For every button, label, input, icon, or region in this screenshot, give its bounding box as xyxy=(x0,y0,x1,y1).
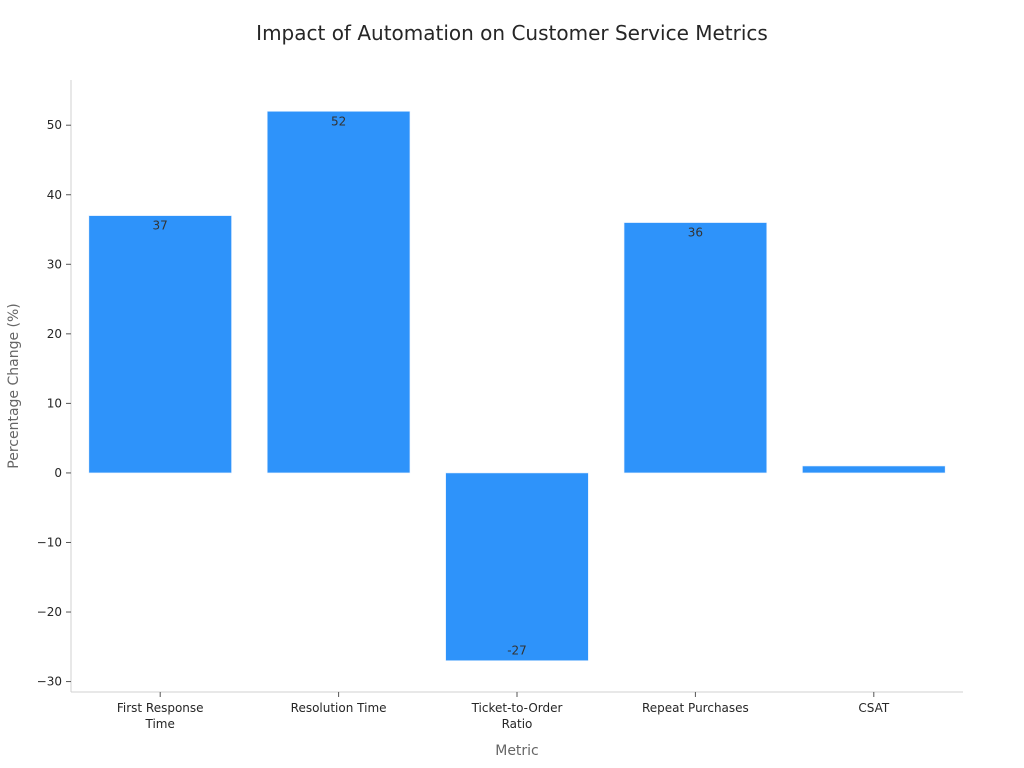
bar xyxy=(445,472,589,662)
data-label: 36 xyxy=(688,226,703,240)
chart-title: Impact of Automation on Customer Service… xyxy=(256,21,768,45)
data-label: 37 xyxy=(153,219,168,233)
bar xyxy=(266,110,411,474)
y-tick-label: 30 xyxy=(47,257,62,271)
x-tick-label: Time xyxy=(145,717,175,731)
x-tick-label: Repeat Purchases xyxy=(642,701,749,715)
y-tick-label: 20 xyxy=(47,327,62,341)
bar xyxy=(88,215,232,474)
y-axis-title: Percentage Change (%) xyxy=(6,303,22,468)
y-tick-label: 50 xyxy=(47,118,62,132)
bar xyxy=(623,222,768,474)
y-tick-label: 0 xyxy=(54,466,62,480)
x-tick-label: First Response xyxy=(117,701,204,715)
x-tick-label: Resolution Time xyxy=(291,701,387,715)
x-tick-label: Ticket-to-Order xyxy=(471,701,563,715)
data-label: -27 xyxy=(507,644,527,658)
bar xyxy=(802,465,946,474)
plot-area: −30 −20 −10 0 10 20 30 40 50 37 First Response Time… xyxy=(37,80,963,731)
y-tick-label: 10 xyxy=(47,396,62,410)
x-axis-title: Metric xyxy=(495,743,539,759)
x-tick-label: Ratio xyxy=(502,717,533,731)
y-tick-label: −20 xyxy=(37,605,62,619)
y-tick-label: −30 xyxy=(37,675,62,689)
x-tick-label: CSAT xyxy=(858,701,889,715)
y-tick-label: −10 xyxy=(37,535,62,549)
data-label: 52 xyxy=(331,114,346,128)
y-tick-label: 40 xyxy=(47,188,62,202)
